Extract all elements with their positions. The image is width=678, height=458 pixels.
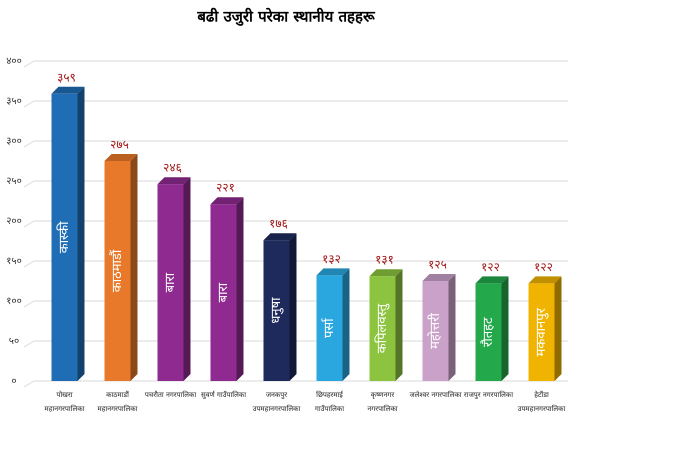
bar-inner-label: धनुषा [269,297,284,324]
y-tick-label: १०० [6,296,22,307]
bar-inner-label: पर्सा [321,317,337,338]
bar [422,281,449,381]
bar-inner-label: बारा [163,272,178,292]
y-tick-label: ० [11,376,16,387]
bar-top [263,233,297,241]
bar-side [289,233,297,381]
grid-line-depth [23,300,35,308]
y-tick-label: ३०० [6,136,22,147]
value-label: २४६ [163,161,182,175]
x-tick-label: उपमहानगरपालिका [253,404,301,413]
x-tick-label: महानगरपालिका [98,404,138,413]
value-label: १७६ [269,217,288,231]
bar-side [448,274,456,381]
bar [210,204,237,381]
x-tick-label: सुवर्ण गाउँपालिका [201,390,246,399]
grid-line-depth [23,220,35,228]
x-tick-label: राजपुर नगरपालिका [464,390,513,399]
bar-side [236,197,244,381]
grid-line-depth [23,180,35,188]
value-label: १३२ [322,252,341,266]
bar-side [342,268,350,381]
bar-side [130,154,138,381]
bar-side [395,269,403,381]
bar-top [528,276,562,284]
grid-line-depth [23,380,35,388]
bar-inner-label: कपिलवस्तु [374,303,390,353]
y-tick-label: ५० [9,336,19,347]
bar-side [501,276,509,381]
value-label: २२१ [216,181,235,195]
y-tick-label: २५० [6,176,22,187]
grid-line-depth [23,60,35,68]
x-tick-label: हेटौंडा [534,390,549,399]
bar-top [422,274,456,281]
bar-inner-label: काठमाडौं [109,249,125,292]
bar-inner-label: महोत्तरी [427,313,443,349]
bar-top [51,86,85,94]
y-tick-label: १५० [6,256,22,267]
bar-side [77,86,85,382]
value-label: १२२ [481,260,500,274]
x-tick-label: नगरपालिका [367,404,397,413]
grid-line-depth [23,100,35,108]
bar [157,184,184,381]
x-tick-label: जलेश्वर नगरपालिका [409,390,461,399]
bar-inner-label: बारा [216,282,231,302]
bar-side [183,177,191,381]
y-tick-label: २०० [6,216,22,227]
x-tick-label: पचरौता नगरपालिका [145,390,197,399]
bar [475,283,502,381]
x-tick-label: उपमहानगरपालिका [518,404,566,413]
x-tick-label: कृष्णनगर [371,391,395,399]
x-tick-label: काठमाडौं [106,390,129,399]
x-tick-label: पोखरा [56,390,72,399]
bar-top [157,177,191,185]
x-tick-label: छिपहरमाई [316,390,344,399]
value-label: १२५ [428,258,447,272]
bar-top [475,276,509,284]
bar-top [316,268,350,276]
value-label: १२२ [534,260,553,274]
bar [51,93,78,382]
grid-line-depth [23,140,35,148]
bar-side [554,276,562,381]
bar-inner-label: मकवानपुर [534,307,549,356]
bar [104,161,131,381]
bar-top [210,197,244,205]
y-tick-label: ४०० [6,56,22,67]
bar [528,283,555,381]
grid-line-depth [23,340,35,348]
bar-top [369,269,403,277]
bar [263,240,290,381]
value-label: ३५९ [57,70,76,84]
bar-inner-label: कास्की [56,221,72,253]
chart-title: बढी उजुरी परेका स्थानीय तहहरू [196,8,376,27]
x-tick-label: महानगरपालिका [45,404,85,413]
bar [316,275,343,381]
value-label: २७५ [110,138,129,152]
bar-inner-label: रौतहट [480,317,496,347]
y-tick-label: ३५० [6,96,22,107]
value-label: १३१ [375,253,394,267]
bar-top [104,154,138,161]
x-tick-label: जनकपुर [266,391,287,399]
grid-line-depth [23,260,35,268]
x-tick-label: गाउँपालिका [315,404,344,413]
bar [369,276,396,381]
